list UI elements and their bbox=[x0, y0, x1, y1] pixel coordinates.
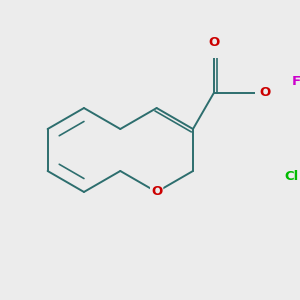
Text: O: O bbox=[151, 185, 162, 199]
Text: O: O bbox=[259, 86, 271, 99]
Text: F: F bbox=[291, 76, 300, 88]
Text: Cl: Cl bbox=[284, 169, 299, 183]
Text: O: O bbox=[208, 36, 220, 49]
